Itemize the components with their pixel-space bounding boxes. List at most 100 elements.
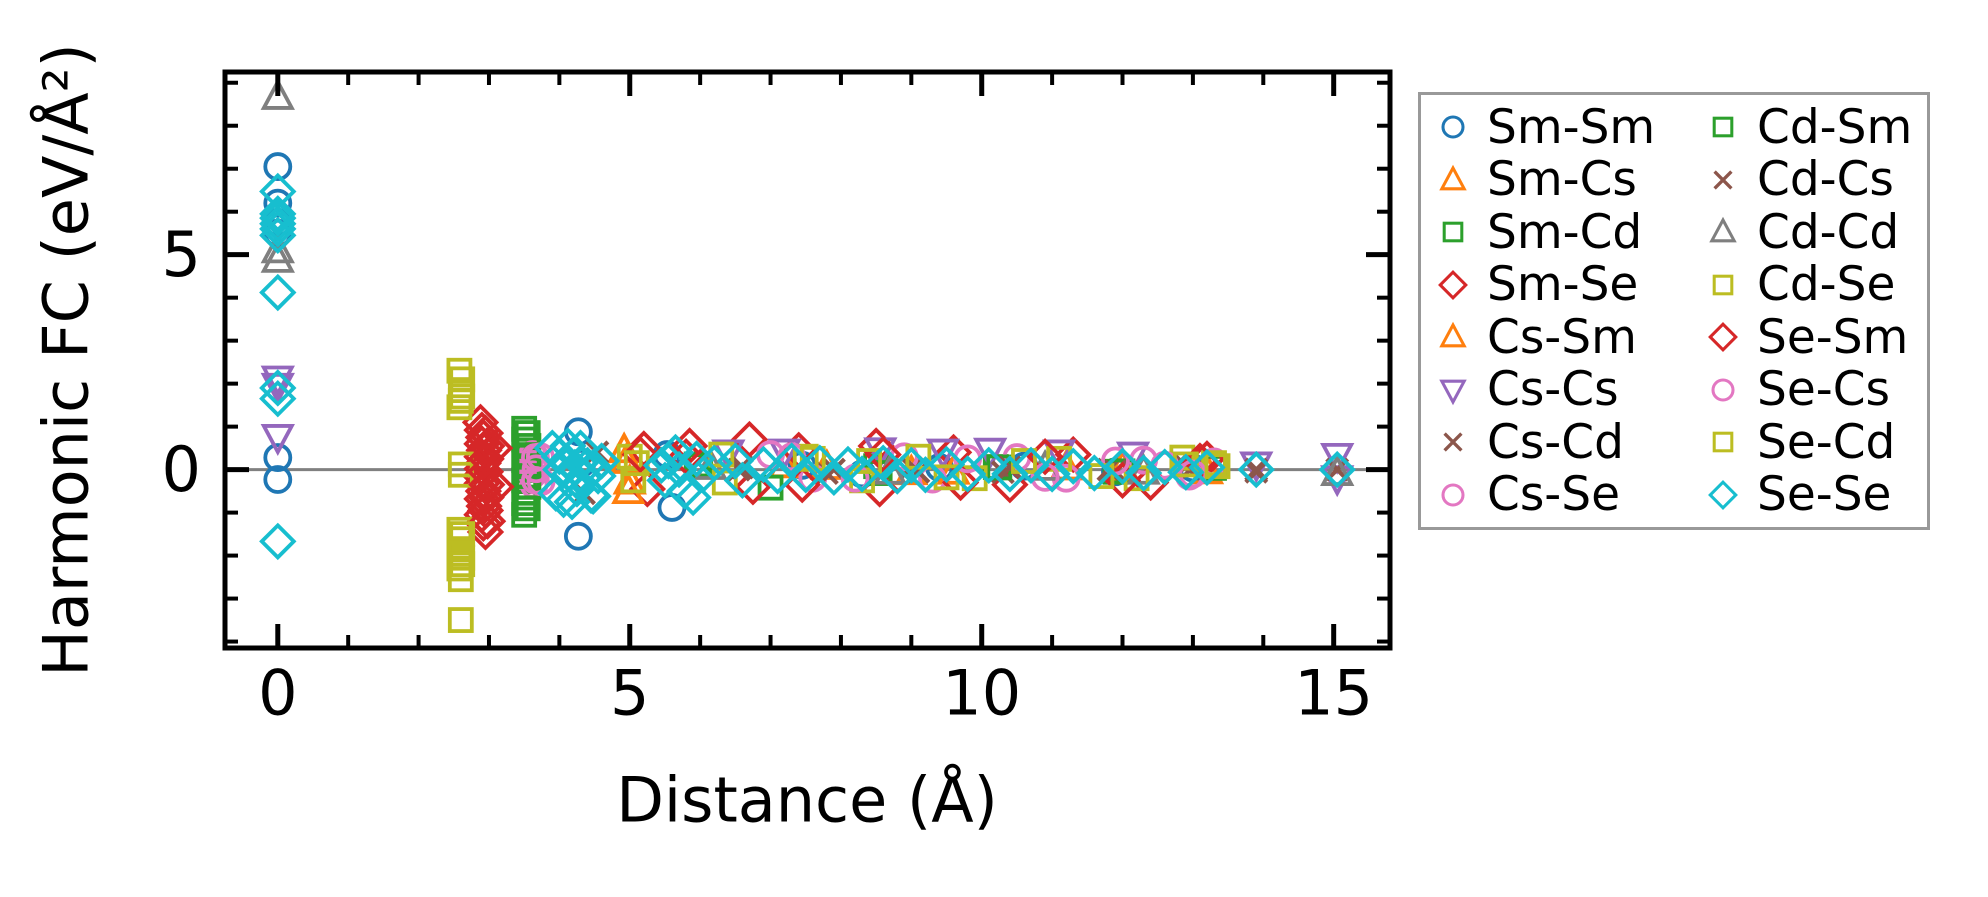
data-point — [553, 483, 591, 521]
legend-diamond-marker-icon — [1438, 269, 1468, 300]
legend: Sm-Sm Cd-Sm Sm-Cs Cd-Cs Sm-Cd Cd-Cd Sm-Se Cd-Se… — [1418, 92, 1930, 530]
data-point — [758, 457, 797, 495]
legend-marker-glyph — [1712, 431, 1734, 453]
y-tick-label: 0 — [162, 433, 201, 506]
data-point — [815, 458, 853, 497]
data-point — [730, 420, 769, 459]
legend-marker-glyph — [1708, 322, 1738, 353]
data-point — [447, 566, 474, 593]
legend-square-marker-icon — [1712, 431, 1734, 453]
data-point — [1167, 453, 1205, 491]
data-point — [656, 433, 695, 472]
legend-square-marker-icon — [1442, 221, 1464, 243]
legend-label: Cs-Cs — [1487, 362, 1619, 418]
legend-item-Se-Cd: Se-Cd — [1703, 419, 1927, 466]
data-point — [716, 442, 755, 480]
legend-square-marker-icon — [1712, 116, 1734, 138]
axis-ticks — [225, 72, 1390, 648]
data-point — [787, 456, 825, 494]
data-point — [1075, 454, 1114, 492]
y-tick-label: 5 — [162, 218, 201, 291]
legend-item-Cd-Cs: Cd-Cs — [1703, 156, 1927, 203]
legend-triangle-up-marker-icon — [1709, 217, 1737, 243]
plot-frame — [222, 69, 1393, 651]
data-point — [1204, 453, 1231, 480]
data-point — [514, 495, 541, 522]
data-point — [449, 521, 476, 547]
legend-label: Cs-Cd — [1487, 414, 1624, 470]
data-point — [263, 188, 293, 218]
x-tick-label: 15 — [1294, 656, 1373, 729]
legend-item-Cs-Cd: Cs-Cd — [1433, 419, 1703, 466]
data-point — [260, 424, 295, 456]
legend-diamond-marker-icon — [1708, 479, 1738, 510]
data-point — [620, 467, 647, 494]
data-point — [259, 369, 297, 407]
data-point — [263, 443, 293, 472]
data-point — [260, 240, 295, 273]
data-point — [1172, 451, 1199, 478]
data-point — [711, 469, 738, 496]
y-axis-label: Harmonic FC (eV/Å²) — [29, 43, 103, 677]
legend-item-Sm-Cs: Sm-Cs — [1433, 156, 1703, 203]
legend-triangle-up-marker-icon — [1439, 164, 1467, 191]
legend-marker-glyph — [1712, 116, 1734, 138]
data-point — [263, 152, 293, 181]
data-point — [466, 414, 505, 452]
data-point — [1054, 447, 1092, 485]
data-point — [1103, 447, 1142, 485]
legend-label: Sm-Sm — [1487, 99, 1656, 155]
data-point — [260, 372, 295, 405]
legend-label: Sm-Se — [1487, 257, 1639, 313]
x-tick-label: 0 — [258, 656, 297, 729]
data-point — [1033, 455, 1071, 493]
data-point — [511, 501, 538, 528]
data-point — [259, 522, 297, 561]
data-point — [449, 551, 476, 578]
data-point — [468, 465, 506, 504]
legend-item-Cd-Se: Cd-Se — [1703, 261, 1927, 308]
legend-label: Cd-Se — [1757, 257, 1896, 313]
data-point — [263, 465, 293, 494]
legend-item-Sm-Sm: Sm-Sm — [1433, 104, 1703, 151]
data-point — [467, 440, 505, 478]
data-point — [468, 427, 506, 465]
legend-item-Se-Cs: Se-Cs — [1703, 366, 1927, 413]
data-point — [259, 379, 297, 418]
data-point — [927, 445, 966, 484]
legend-label: Se-Cd — [1757, 414, 1896, 470]
legend-label: Se-Sm — [1757, 309, 1909, 365]
data-point — [582, 442, 621, 480]
data-point — [1320, 442, 1355, 475]
legend-triangle-up-marker-icon — [1439, 322, 1467, 348]
data-point — [466, 491, 505, 530]
data-point — [446, 357, 473, 384]
legend-square-marker-icon — [1712, 274, 1734, 296]
legend-triangle-down-marker-icon — [1439, 379, 1467, 405]
x-axis-label: Distance (Å) — [616, 763, 998, 837]
data-point — [259, 199, 297, 237]
data-point — [259, 195, 297, 233]
data-point — [447, 387, 474, 414]
legend-item-Sm-Cd: Sm-Cd — [1433, 209, 1703, 256]
legend-label: Cs-Sm — [1487, 309, 1637, 365]
legend-marker-glyph — [1439, 322, 1467, 348]
data-point — [621, 435, 660, 474]
data-point — [684, 455, 723, 493]
legend-label: Cd-Cs — [1757, 152, 1894, 208]
data-point — [878, 457, 916, 495]
legend-label: Sm-Cs — [1487, 152, 1637, 208]
data-point — [260, 77, 295, 110]
legend-label: Cs-Se — [1487, 467, 1621, 523]
data-point — [467, 478, 505, 517]
legend-marker-glyph — [1711, 378, 1735, 402]
legend-marker-glyph — [1708, 479, 1738, 510]
legend-item-Cd-Sm: Cd-Sm — [1703, 104, 1927, 151]
legend-item-Cs-Se: Cs-Se — [1433, 471, 1703, 518]
legend-label: Cd-Sm — [1757, 99, 1913, 155]
series-Se-Se-points — [259, 172, 1356, 561]
legend-marker-glyph — [1438, 269, 1468, 300]
